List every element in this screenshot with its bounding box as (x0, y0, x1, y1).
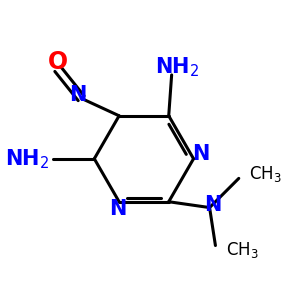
Text: O: O (48, 50, 68, 74)
Text: N: N (109, 199, 126, 219)
Text: NH$_2$: NH$_2$ (4, 147, 49, 171)
Text: N: N (204, 195, 221, 214)
Text: CH$_3$: CH$_3$ (249, 164, 282, 184)
Text: CH$_3$: CH$_3$ (226, 240, 258, 260)
Text: N: N (192, 144, 209, 164)
Text: N: N (70, 85, 87, 105)
Text: NH$_2$: NH$_2$ (155, 56, 200, 80)
